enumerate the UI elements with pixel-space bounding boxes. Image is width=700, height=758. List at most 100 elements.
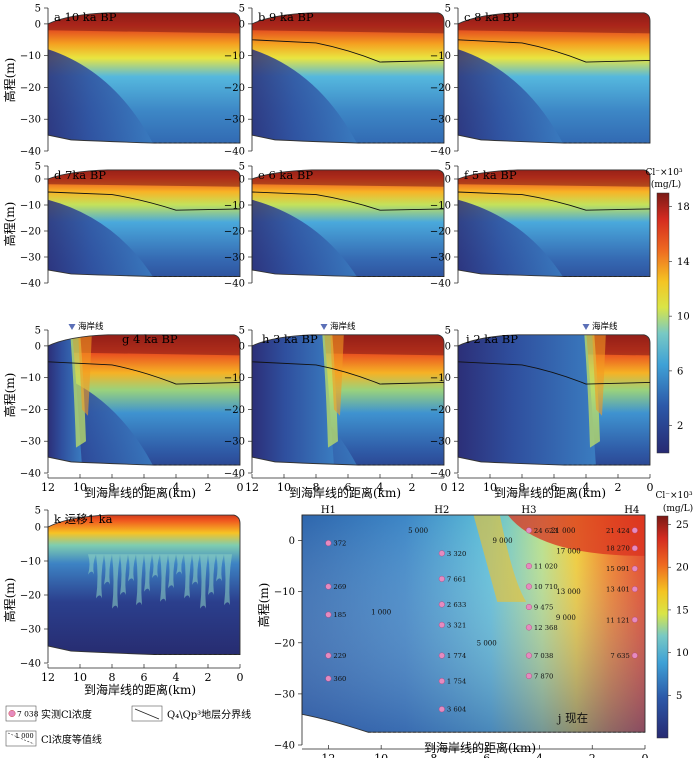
sample-value: 372 <box>333 540 346 548</box>
legend: 7 038 实测Cl浓度 Q₄\Qp³地层分界线 1 000 Cl浓度等值线 <box>5 705 251 747</box>
ytick-label: −30 <box>430 437 451 448</box>
ytick-label: −10 <box>224 373 245 384</box>
contour-label: 21 000 <box>551 527 576 535</box>
panel-f-boundary <box>457 191 651 211</box>
ytick-label: −30 <box>224 437 245 448</box>
colorbar-tick-label: 18 <box>677 202 690 213</box>
borehole-label: H1 <box>321 505 336 516</box>
ytick-label: 5 <box>35 326 41 337</box>
xlabel-k: 到海岸线的距离(km) <box>84 682 196 697</box>
xtick-label: 12 <box>41 671 55 684</box>
panel-k-finger <box>152 554 160 578</box>
sample-marker <box>438 621 445 628</box>
colorbar1-unit: Cl⁻×10³ <box>645 168 683 178</box>
ytick-label: −30 <box>20 115 41 126</box>
panel-g-top-band <box>48 334 240 356</box>
panel-i-boundary <box>457 361 651 385</box>
ytick-label: 5 <box>445 326 451 337</box>
coastline-label: 海岸线 <box>592 321 618 332</box>
panel-g-plume-orange <box>78 334 92 416</box>
sample-value: 21 424 <box>606 527 630 535</box>
panel-f-field <box>458 169 650 277</box>
panel-h-land-fresh <box>252 334 334 466</box>
ytick-label: −20 <box>430 83 451 94</box>
panel-g-field <box>48 334 240 466</box>
sample-value: 2 633 <box>447 601 466 609</box>
xtick-label: 2 <box>409 481 416 494</box>
panel-k-finger <box>128 554 136 582</box>
legend-contour-line <box>7 732 35 745</box>
panel-d-fresh-wedge <box>48 199 154 277</box>
xlabel-h: 到海岸线的距离(km) <box>84 485 196 500</box>
ytick-label: −10 <box>20 557 41 568</box>
sample-marker <box>631 565 638 572</box>
ytick-label: 0 <box>239 19 245 30</box>
ytick-label: 0 <box>445 19 451 30</box>
panel-j-yellow-zone <box>473 515 527 602</box>
sample-marker <box>325 611 332 618</box>
contour-label: 1 000 <box>371 609 391 617</box>
sample-marker <box>631 586 638 593</box>
ytick-label: −30 <box>20 253 41 264</box>
panel-f-title: f 5 ka BP <box>464 168 517 182</box>
xtick-label: 10 <box>73 481 87 494</box>
coastline-label: 海岸线 <box>78 321 104 332</box>
colorbar-tick-label: 10 <box>677 312 690 323</box>
panel-j-outline <box>301 514 646 733</box>
panel-i-outline <box>457 334 651 466</box>
panel-i-land-fresh <box>458 334 596 466</box>
borehole-label: H4 <box>624 505 639 516</box>
xtick-label: 12 <box>245 481 259 494</box>
panel-a-title: a 10 ka BP <box>54 10 117 24</box>
panel-k-finger <box>224 554 232 606</box>
panel-k-finger <box>192 554 200 585</box>
ytick-label: 5 <box>35 4 41 15</box>
ytick-label: −30 <box>224 115 245 126</box>
xtick-label: 10 <box>73 671 87 684</box>
panels-layer <box>47 12 651 733</box>
ylabel-j: 高程(m) <box>256 583 271 628</box>
ytick-label: −30 <box>20 437 41 448</box>
panel-d-top-band <box>48 169 240 187</box>
ytick-label: −10 <box>224 201 245 212</box>
sample-marker <box>525 624 532 631</box>
legend-boundary-line <box>134 708 160 720</box>
sample-value: 24 623 <box>534 527 558 535</box>
ytick-label: −10 <box>430 201 451 212</box>
borehole-label: H3 <box>521 505 536 516</box>
panel-g-boundary <box>47 361 241 385</box>
xtick-label: 6 <box>483 752 490 758</box>
panel-k-finger <box>184 554 192 599</box>
ytick-label: −20 <box>20 405 41 416</box>
ytick-label: −20 <box>224 83 245 94</box>
xtick-label: 4 <box>173 481 180 494</box>
contour-label: 9 000 <box>492 537 512 545</box>
ytick-label: −10 <box>20 373 41 384</box>
ytick-label: 0 <box>35 523 41 534</box>
panel-k-finger <box>208 554 216 595</box>
sample-marker <box>325 540 332 547</box>
ytick-label: 0 <box>445 341 451 352</box>
ytick-label: 0 <box>35 175 41 186</box>
panel-k-finger <box>88 554 96 575</box>
panel-h-plume-orange <box>330 334 344 416</box>
ytick-label: −30 <box>20 625 41 636</box>
ytick-label: 5 <box>445 162 451 173</box>
ytick-label: −40 <box>430 279 451 290</box>
panel-c-field <box>458 12 650 144</box>
colorbar1-unit2: (mg/L) <box>651 179 681 190</box>
colorbar-tick-label: 5 <box>676 691 682 702</box>
axes-layer: 5 0 −10 −20 −30 −40 5 0 −10 −20 −30 −40 5 0 −10 −20 −30 −… <box>20 4 690 758</box>
panel-d-outline <box>47 169 241 277</box>
ytick-label: −10 <box>274 587 295 598</box>
panel-e-outline <box>251 169 445 277</box>
colorbar-tick-label: 20 <box>676 563 689 574</box>
legend-sample-box <box>5 705 37 722</box>
panel-e-boundary <box>251 191 445 211</box>
sample-value: 269 <box>333 583 346 591</box>
sample-marker <box>631 652 638 659</box>
xtick-label: 2 <box>205 671 212 684</box>
panel-a-top-band <box>48 12 240 34</box>
ytick-label: 0 <box>239 175 245 186</box>
